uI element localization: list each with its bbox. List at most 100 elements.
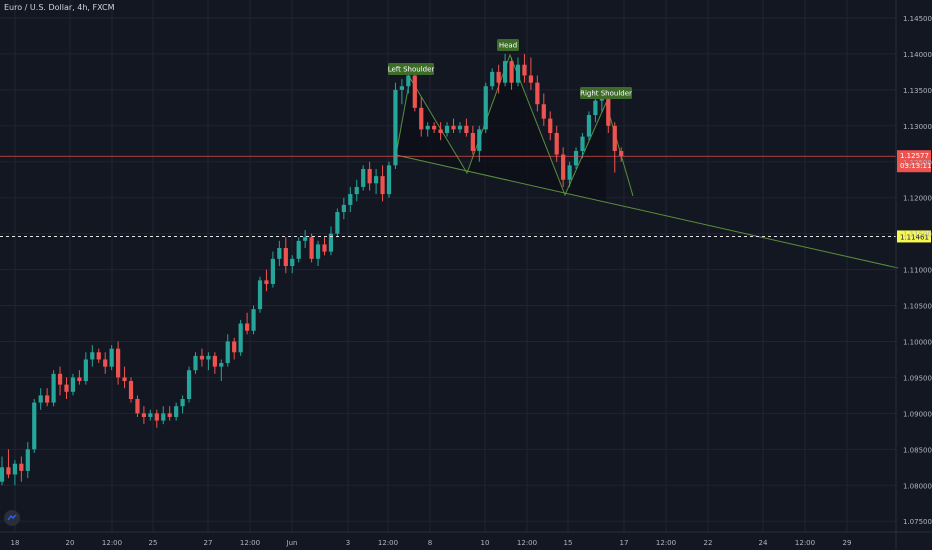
- candle-body: [212, 355, 217, 367]
- candle: [419, 97, 424, 137]
- candle: [148, 409, 153, 421]
- candle: [51, 370, 56, 407]
- candle-body: [470, 133, 475, 151]
- candle: [515, 57, 521, 87]
- x-tick-label: 12:00: [795, 539, 815, 547]
- candle: [503, 53, 508, 87]
- x-tick-label: 22: [704, 539, 713, 547]
- neckline: [395, 154, 899, 269]
- candle: [245, 312, 250, 335]
- x-tick-label: 12:00: [102, 539, 122, 547]
- candle-body: [399, 86, 404, 90]
- pattern-label: Left Shoulder: [388, 63, 434, 75]
- dashed-price-label: 1.11461: [900, 233, 929, 241]
- candle-body: [374, 176, 379, 184]
- candle: [57, 366, 63, 396]
- candle: [251, 305, 256, 335]
- candle: [32, 399, 37, 453]
- candle: [83, 352, 88, 385]
- pattern-label-box: [388, 63, 434, 75]
- y-tick-label: 1.09500: [903, 374, 932, 382]
- candle: [161, 406, 166, 425]
- candle: [341, 197, 346, 220]
- x-tick-label: 3: [346, 539, 350, 547]
- candle-body: [174, 406, 179, 417]
- candle-body: [116, 348, 121, 378]
- candle: [296, 237, 301, 263]
- price-lines: 1.12577 03:13:11 1.11461: [0, 150, 931, 243]
- candle: [96, 348, 101, 364]
- x-tick-label: 12:00: [240, 539, 260, 547]
- candle: [457, 122, 463, 133]
- candle: [374, 168, 379, 195]
- pattern-annotations: Left Shoulder Head Right Shoulder: [388, 39, 632, 99]
- candle-body: [128, 381, 134, 399]
- y-tick-label: 1.11500: [903, 231, 932, 239]
- candle-body: [122, 377, 127, 382]
- candle-body: [457, 125, 463, 130]
- candle-body: [419, 107, 424, 130]
- tradingview-logo-icon[interactable]: [4, 510, 20, 526]
- candle: [567, 161, 572, 187]
- candle-body: [496, 71, 501, 83]
- candle-body: [322, 244, 327, 252]
- candle-body: [77, 377, 82, 382]
- candle-body: [432, 125, 437, 130]
- candle-body: [251, 309, 256, 331]
- candle-body: [141, 413, 146, 417]
- candle: [354, 179, 359, 202]
- candle: [6, 449, 11, 479]
- candle-body: [580, 136, 585, 151]
- candle: [490, 68, 495, 90]
- x-tick-label: 27: [204, 539, 213, 547]
- candle-body: [206, 355, 211, 360]
- candle-body: [490, 71, 495, 87]
- candle: [70, 373, 76, 396]
- candle: [290, 255, 295, 274]
- candle: [348, 186, 353, 213]
- pattern-label: Right Shoulder: [580, 87, 632, 99]
- candle-body: [309, 237, 314, 259]
- candle: [580, 133, 585, 159]
- candle: [393, 82, 398, 169]
- candle-body: [45, 395, 50, 403]
- candle: [174, 402, 179, 421]
- candle-body: [541, 104, 546, 119]
- x-tick-label: 12:00: [656, 539, 676, 547]
- candle: [238, 319, 243, 356]
- candle-body: [354, 186, 359, 195]
- candle: [180, 395, 185, 414]
- candle: [193, 352, 198, 374]
- candle: [380, 165, 385, 202]
- candle-body: [135, 399, 140, 414]
- candle-body: [573, 150, 579, 166]
- candle-body: [393, 89, 398, 166]
- candle-body: [57, 373, 63, 385]
- candle: [277, 240, 282, 266]
- candle: [232, 337, 237, 360]
- candle-body: [561, 154, 566, 180]
- candle: [438, 122, 443, 141]
- candle: [128, 377, 134, 403]
- x-tick-label: 25: [149, 539, 158, 547]
- candle: [328, 226, 334, 256]
- candle-body: [503, 61, 508, 83]
- candle-body: [257, 280, 263, 310]
- candle: [77, 370, 82, 385]
- candle: [619, 147, 624, 162]
- candle-body: [232, 341, 237, 353]
- candle: [212, 352, 217, 374]
- current-price-tag: [897, 150, 931, 173]
- candle-body: [154, 413, 159, 421]
- candle: [451, 118, 456, 133]
- y-tick-label: 1.11000: [903, 267, 932, 275]
- candle-body: [296, 240, 301, 259]
- x-tick-label: Jun: [286, 539, 298, 547]
- candles: [0, 53, 624, 486]
- candle: [361, 165, 366, 191]
- candle: [0, 456, 5, 486]
- candle: [464, 118, 469, 137]
- candle: [444, 122, 450, 137]
